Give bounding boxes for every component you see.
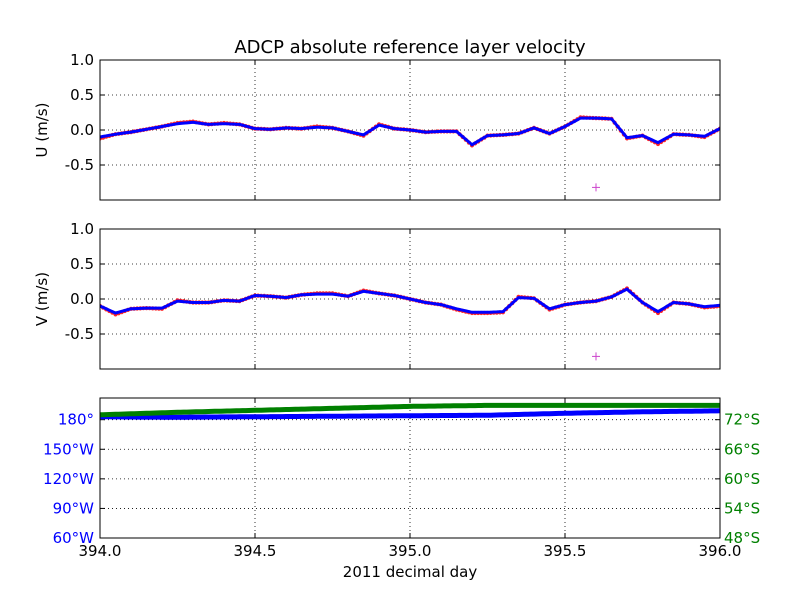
axes-frame <box>99 228 721 370</box>
y-tick-label: 0.0 <box>70 290 94 308</box>
y-tick-label: 1.0 <box>70 51 94 69</box>
latitude-tick-label: 54°S <box>724 499 760 517</box>
x-tick-label: 394.0 <box>79 542 122 560</box>
latitude-tick-label: 60°S <box>724 470 760 488</box>
y-tick-label: 1.0 <box>70 220 94 238</box>
x-tick-label: 395.0 <box>389 542 432 560</box>
longitude-tick-label: 120°W <box>43 470 94 488</box>
latitude-tick-label: 72°S <box>724 411 760 429</box>
y-tick-label: 0.5 <box>70 255 94 273</box>
latitude-tick-label: 48°S <box>724 529 760 547</box>
y-tick-label: 0.5 <box>70 86 94 104</box>
y-axis-label: U (m/s) <box>33 103 51 158</box>
chart-title: ADCP absolute reference layer velocity <box>234 37 586 58</box>
latitude-tick-label: 66°S <box>724 440 760 458</box>
longitude-tick-label: 60°W <box>53 529 95 547</box>
y-tick-label: -0.5 <box>65 325 94 343</box>
y-tick-label: -0.5 <box>65 156 94 174</box>
longitude-tick-label: 90°W <box>53 499 95 517</box>
series-line-smoothed <box>100 287 720 315</box>
axes-frame <box>99 59 721 201</box>
plot-area <box>100 286 720 361</box>
longitude-tick-label: 180° <box>58 411 94 429</box>
v-velocity-panel: 1.0 0.5 0.0 -0.5 V (m/s) <box>33 220 721 370</box>
reference-marker <box>592 352 600 361</box>
series-line-smoothed <box>100 116 720 147</box>
plot-area <box>100 115 720 192</box>
series-line-latitude <box>100 402 720 418</box>
u-velocity-panel: 1.0 0.5 0.0 -0.5 U (m/s) <box>33 51 721 201</box>
plot-area <box>100 402 720 420</box>
series-line-longitude <box>100 408 720 420</box>
reference-marker <box>592 183 600 192</box>
x-tick-label: 395.5 <box>544 542 587 560</box>
position-panel: 60°W 90°W 120°W 150°W 180° 48°S 54°S 60°S 66°S 72… <box>43 397 760 560</box>
axes-frame <box>99 397 721 539</box>
x-axis-label: 2011 decimal day <box>343 563 478 581</box>
x-tick-label: 396.0 <box>699 542 742 560</box>
x-tick-label: 394.5 <box>234 542 277 560</box>
longitude-tick-label: 150°W <box>43 440 94 458</box>
y-axis-label: V (m/s) <box>33 272 51 326</box>
y-tick-label: 0.0 <box>70 121 94 139</box>
